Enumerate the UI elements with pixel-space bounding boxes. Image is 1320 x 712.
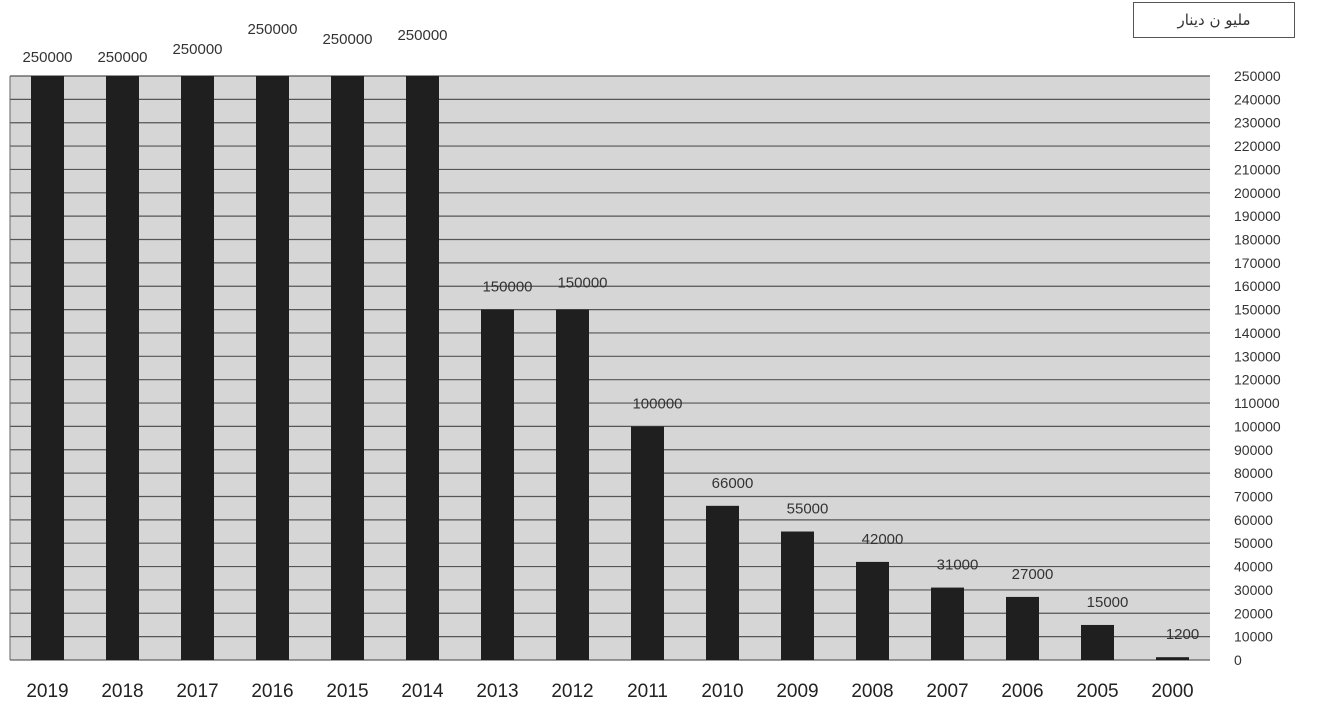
bar-2008: [856, 561, 889, 660]
x-tick-label: 2012: [551, 681, 593, 702]
bar-2015: [331, 76, 364, 660]
data-label: 1200: [1166, 626, 1199, 643]
y-tick-label: 140000: [1234, 325, 1281, 341]
data-label: 27000: [1012, 566, 1054, 583]
y-tick-label: 100000: [1234, 418, 1281, 434]
bar-2014: [406, 76, 439, 660]
bar-2006: [1006, 596, 1039, 660]
bar-2009: [781, 531, 814, 660]
y-tick-label: 190000: [1234, 208, 1281, 224]
data-label: 66000: [712, 475, 754, 492]
x-tick-label: 2007: [926, 681, 968, 702]
data-label: 100000: [632, 395, 682, 412]
x-tick-label: 2009: [776, 681, 818, 702]
bar-2016: [256, 76, 289, 660]
data-label: 31000: [937, 557, 979, 574]
x-tick-label: 2016: [251, 681, 293, 702]
y-tick-label: 70000: [1234, 488, 1273, 504]
y-tick-label: 130000: [1234, 348, 1281, 364]
x-tick-label: 2015: [326, 681, 368, 702]
y-tick-label: 10000: [1234, 629, 1273, 645]
x-tick-label: 2014: [401, 681, 444, 702]
y-tick-label: 170000: [1234, 255, 1281, 271]
data-label: 250000: [322, 31, 372, 48]
data-label: 250000: [247, 21, 297, 38]
y-tick-label: 220000: [1234, 138, 1281, 154]
y-tick-label: 120000: [1234, 372, 1281, 388]
data-label: 250000: [397, 27, 447, 44]
x-tick-label: 2013: [476, 681, 518, 702]
x-tick-label: 2018: [101, 681, 143, 702]
y-tick-label: 250000: [1234, 68, 1281, 84]
y-tick-label: 20000: [1234, 605, 1273, 621]
bar-2007: [931, 587, 964, 660]
x-tick-label: 2006: [1001, 681, 1043, 702]
y-tick-label: 40000: [1234, 559, 1273, 575]
x-tick-label: 2000: [1151, 681, 1193, 702]
data-label: 150000: [482, 279, 532, 296]
x-tick-label: 2019: [26, 681, 68, 702]
y-tick-label: 30000: [1234, 582, 1273, 598]
data-label: 15000: [1087, 594, 1129, 611]
data-label: 55000: [787, 501, 829, 518]
x-tick-label: 2008: [851, 681, 893, 702]
x-tick-label: 2017: [176, 681, 218, 702]
y-tick-label: 210000: [1234, 161, 1281, 177]
data-label: 250000: [22, 49, 72, 66]
y-tick-label: 240000: [1234, 91, 1281, 107]
y-tick-label: 180000: [1234, 232, 1281, 248]
bar-2013: [481, 309, 514, 660]
data-label: 250000: [172, 41, 222, 58]
unit-label-box: مليو ن دينار: [1133, 2, 1295, 38]
y-tick-label: 50000: [1234, 535, 1273, 551]
y-tick-label: 0: [1234, 652, 1242, 668]
y-tick-label: 80000: [1234, 465, 1273, 481]
data-label: 250000: [97, 49, 147, 66]
bar-2018: [106, 76, 139, 660]
x-tick-label: 2011: [627, 681, 668, 702]
data-label: 150000: [557, 275, 607, 292]
bar-2017: [181, 76, 214, 660]
bar-2005: [1081, 624, 1114, 660]
data-label: 42000: [862, 531, 904, 548]
bar-2000: [1156, 657, 1189, 660]
y-tick-label: 90000: [1234, 442, 1273, 458]
bar-2010: [706, 505, 739, 660]
y-tick-label: 160000: [1234, 278, 1281, 294]
y-tick-label: 110000: [1234, 395, 1280, 411]
y-tick-label: 230000: [1234, 115, 1281, 131]
y-tick-label: 200000: [1234, 185, 1281, 201]
y-tick-label: 150000: [1234, 302, 1281, 318]
bar-2011: [631, 426, 664, 660]
x-tick-label: 2005: [1076, 681, 1118, 702]
y-tick-label: 60000: [1234, 512, 1273, 528]
bar-2012: [556, 309, 589, 660]
unit-label: مليو ن دينار: [1177, 11, 1251, 29]
x-tick-label: 2010: [701, 681, 743, 702]
bar-2019: [31, 76, 64, 660]
